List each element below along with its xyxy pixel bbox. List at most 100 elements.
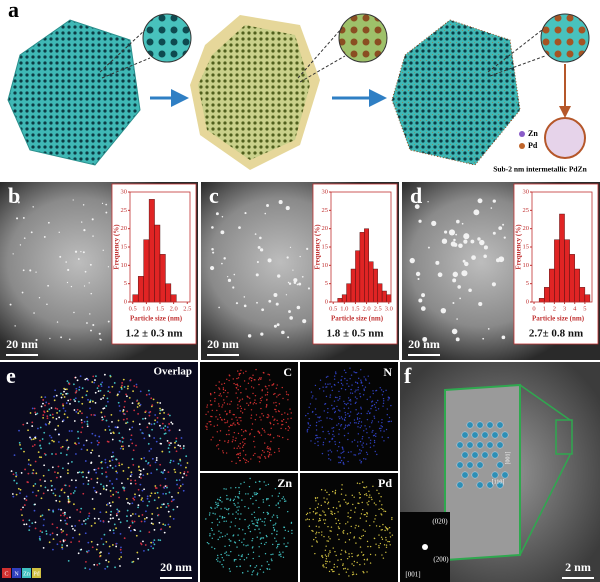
particle — [264, 212, 267, 215]
map-dot — [269, 379, 271, 381]
map-dot — [101, 472, 104, 475]
x-tick-label: 4 — [573, 305, 577, 312]
map-dot — [262, 371, 265, 374]
map-dot — [116, 426, 119, 429]
map-dot — [381, 426, 383, 428]
map-dot — [124, 400, 126, 403]
map-dot — [346, 383, 348, 385]
y-tick-label: 15 — [523, 243, 530, 250]
map-dot — [389, 544, 391, 546]
map-dot — [388, 416, 391, 419]
map-dot — [149, 464, 152, 467]
atom — [461, 471, 469, 479]
map-dot — [161, 450, 164, 453]
map-dot — [354, 371, 357, 374]
map-dot — [76, 508, 79, 511]
map-dot — [381, 419, 383, 421]
particle — [450, 241, 456, 247]
map-dot — [221, 406, 223, 408]
map-dot — [356, 555, 359, 557]
map-dot — [385, 527, 388, 529]
map-dot — [218, 530, 220, 532]
map-dot — [335, 518, 337, 520]
map-dot — [391, 517, 393, 519]
map-dot — [139, 390, 142, 393]
map-dot — [59, 475, 62, 478]
map-dot — [76, 408, 79, 411]
map-dot — [159, 409, 162, 412]
map-dot — [311, 397, 313, 399]
particle — [435, 260, 440, 265]
particle — [84, 270, 87, 273]
map-dot — [140, 477, 142, 479]
map-dot — [336, 450, 339, 452]
map-dot — [324, 549, 327, 552]
map-dot — [333, 383, 336, 386]
map-dot — [205, 518, 207, 520]
map-dot — [322, 441, 325, 444]
map-dot — [118, 518, 120, 521]
map-dot — [29, 464, 32, 467]
map-dot — [241, 398, 244, 400]
map-dot — [103, 533, 106, 536]
map-dot — [328, 458, 330, 460]
map-dot — [321, 426, 323, 428]
map-dot — [106, 397, 109, 400]
map-dot — [241, 434, 243, 437]
map-dot — [37, 427, 39, 430]
map-dot — [31, 425, 34, 427]
particle — [268, 299, 272, 303]
map-dot — [72, 492, 75, 494]
bar — [564, 239, 570, 303]
map-dot — [148, 531, 151, 534]
map-dot — [363, 430, 365, 432]
map-dot — [261, 520, 263, 523]
map-dot — [231, 460, 233, 463]
map-dot — [91, 432, 94, 435]
map-dot — [359, 482, 361, 485]
map-dot — [122, 409, 125, 411]
map-dot — [239, 454, 241, 456]
map-dot — [94, 414, 96, 417]
map-dot — [151, 457, 154, 460]
map-dot — [131, 520, 134, 523]
map-dot — [360, 537, 362, 540]
map-dot — [255, 524, 257, 527]
map-dot — [216, 498, 219, 501]
map-dot — [162, 523, 165, 526]
map-dot — [84, 460, 87, 462]
map-dot — [242, 457, 245, 460]
map-dot — [46, 415, 49, 417]
map-dot — [101, 416, 104, 419]
map-dot — [217, 448, 220, 450]
map-dot — [62, 512, 65, 515]
map-dot — [229, 375, 231, 377]
particle — [58, 231, 60, 234]
bar — [584, 294, 591, 303]
map-dot — [268, 563, 270, 566]
particle — [277, 274, 281, 278]
map-dot — [169, 525, 171, 528]
particle — [275, 302, 279, 306]
map-dot — [167, 504, 170, 507]
map-dot — [156, 491, 159, 494]
map-dot — [157, 513, 160, 516]
map-dot — [358, 537, 361, 539]
map-dot — [353, 371, 355, 373]
map-dot — [73, 490, 76, 492]
map-dot — [335, 372, 337, 375]
map-dot — [262, 537, 265, 539]
map-dot — [66, 517, 69, 519]
map-dot — [260, 434, 263, 436]
x-axis-title: Particle size (nm) — [331, 315, 384, 323]
map-dot — [379, 500, 381, 502]
map-dot — [363, 376, 365, 378]
map-dot — [85, 439, 88, 442]
map-dot — [356, 417, 359, 419]
map-dot — [340, 493, 343, 495]
map-dot — [87, 541, 90, 544]
map-dot — [330, 451, 333, 453]
map-dot — [163, 531, 166, 534]
map-dot — [344, 541, 347, 543]
map-dot — [43, 464, 46, 467]
